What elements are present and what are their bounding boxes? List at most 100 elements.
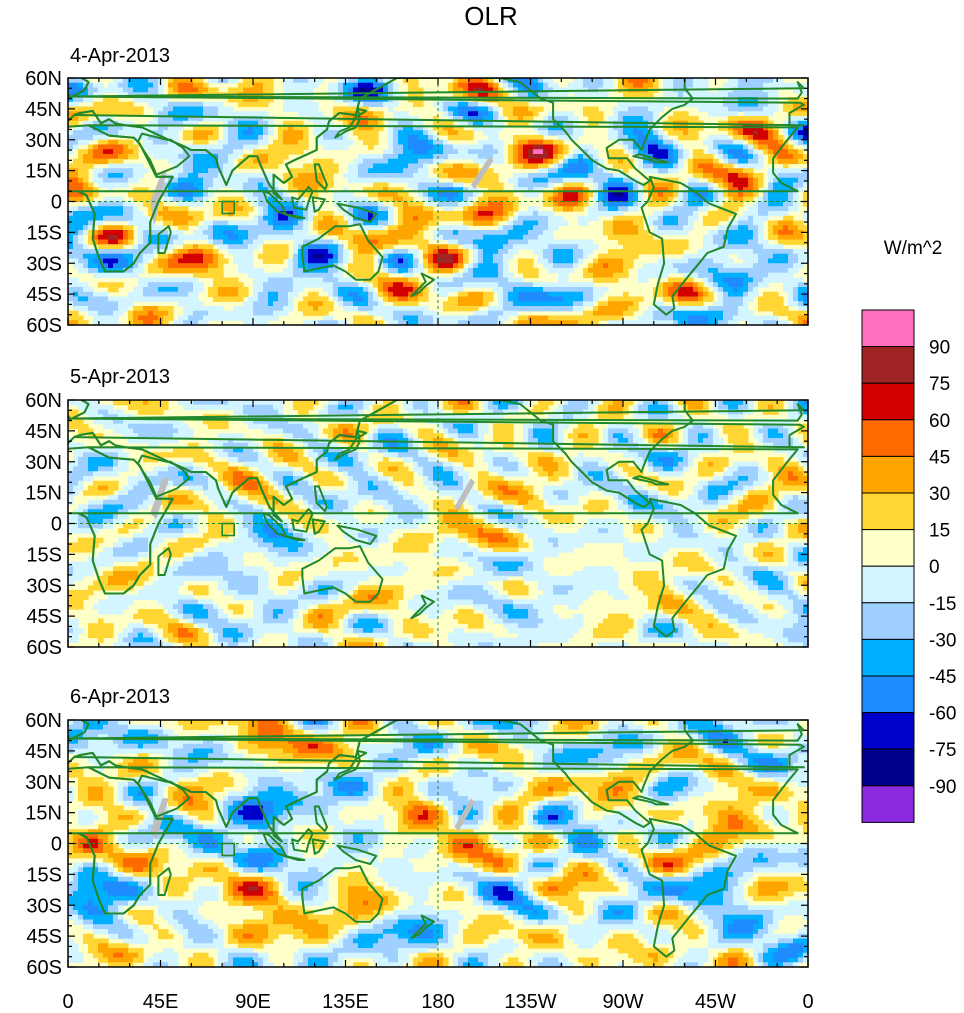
olr-cell — [123, 120, 129, 127]
olr-cell — [203, 196, 209, 203]
olr-cell — [483, 192, 489, 198]
olr-cell — [333, 220, 339, 226]
olr-cell — [658, 249, 664, 255]
olr-cell — [283, 249, 289, 255]
olr-cell — [713, 168, 719, 174]
olr-cell — [288, 125, 294, 131]
olr-cell — [158, 225, 164, 231]
olr-cell — [228, 130, 234, 136]
olr-cell — [383, 163, 389, 169]
olr-cell — [113, 78, 119, 84]
olr-cell — [178, 258, 184, 264]
olr-cell — [283, 234, 289, 241]
olr-cell — [528, 177, 534, 184]
olr-cell — [758, 215, 764, 222]
olr-cell — [228, 111, 234, 117]
olr-cell — [263, 234, 269, 241]
olr-cell — [288, 106, 294, 112]
olr-cell — [453, 215, 459, 222]
olr-cell — [258, 120, 264, 127]
olr-cell — [258, 211, 264, 217]
olr-cell — [698, 97, 704, 103]
olr-cell — [498, 258, 504, 264]
olr-cell — [608, 277, 614, 283]
olr-cell — [593, 177, 599, 184]
olr-cell — [753, 78, 759, 84]
olr-cell — [763, 144, 769, 150]
olr-cell — [673, 225, 679, 231]
olr-cell — [528, 163, 534, 169]
olr-cell — [713, 272, 719, 279]
olr-cell — [83, 230, 89, 236]
olr-cell — [188, 220, 194, 226]
olr-cell — [408, 258, 414, 264]
olr-cell — [523, 263, 529, 269]
olr-cell — [748, 87, 754, 93]
olr-cell — [528, 182, 534, 188]
olr-cell — [483, 277, 489, 283]
olr-cell — [223, 111, 229, 117]
olr-cell — [173, 230, 179, 236]
olr-cell — [708, 111, 714, 117]
olr-cell — [98, 201, 104, 207]
olr-cell — [488, 239, 494, 245]
olr-cell — [173, 263, 179, 269]
olr-cell — [123, 168, 129, 174]
olr-cell — [433, 139, 439, 146]
olr-cell — [688, 192, 694, 198]
olr-cell — [183, 201, 189, 207]
olr-cell — [193, 78, 199, 84]
olr-cell — [348, 268, 354, 274]
olr-cell — [433, 168, 439, 174]
olr-cell — [233, 149, 239, 155]
olr-cell — [438, 120, 444, 127]
olr-cell — [483, 230, 489, 236]
olr-cell — [168, 116, 174, 122]
olr-cell — [433, 177, 439, 184]
olr-cell — [153, 239, 159, 245]
olr-cell — [478, 244, 484, 250]
olr-cell — [188, 130, 194, 136]
olr-cell — [103, 116, 109, 122]
olr-cell — [358, 244, 364, 250]
olr-cell — [793, 149, 799, 155]
olr-cell — [628, 249, 634, 255]
olr-cell — [398, 154, 404, 160]
olr-cell — [363, 125, 369, 131]
olr-cell — [323, 168, 329, 174]
olr-cell — [203, 182, 209, 188]
olr-cell — [493, 106, 499, 112]
olr-cell — [778, 225, 784, 231]
olr-cell — [498, 244, 504, 250]
olr-cell — [613, 182, 619, 188]
olr-cell — [263, 206, 269, 212]
olr-cell — [593, 201, 599, 207]
olr-cell — [438, 263, 444, 269]
olr-cell — [243, 173, 249, 179]
olr-cell — [608, 225, 614, 231]
olr-cell — [148, 211, 154, 217]
olr-cell — [253, 225, 259, 231]
olr-cell — [513, 149, 519, 155]
olr-cell — [108, 87, 114, 93]
olr-cell — [123, 87, 129, 93]
olr-cell — [163, 230, 169, 236]
olr-cell — [658, 211, 664, 217]
olr-cell — [388, 220, 394, 226]
olr-cell — [73, 106, 79, 112]
olr-cell — [538, 244, 544, 250]
olr-cell — [433, 135, 439, 141]
olr-cell — [203, 116, 209, 122]
olr-cell — [158, 215, 164, 222]
olr-cell — [373, 135, 379, 141]
olr-cell — [748, 97, 754, 103]
olr-cell — [383, 215, 389, 222]
olr-cell — [113, 144, 119, 150]
olr-cell — [643, 234, 649, 241]
olr-cell — [118, 163, 124, 169]
olr-cell — [303, 135, 309, 141]
olr-cell — [98, 87, 104, 93]
olr-cell — [68, 244, 74, 250]
olr-cell — [88, 154, 94, 160]
olr-cell — [413, 92, 419, 98]
